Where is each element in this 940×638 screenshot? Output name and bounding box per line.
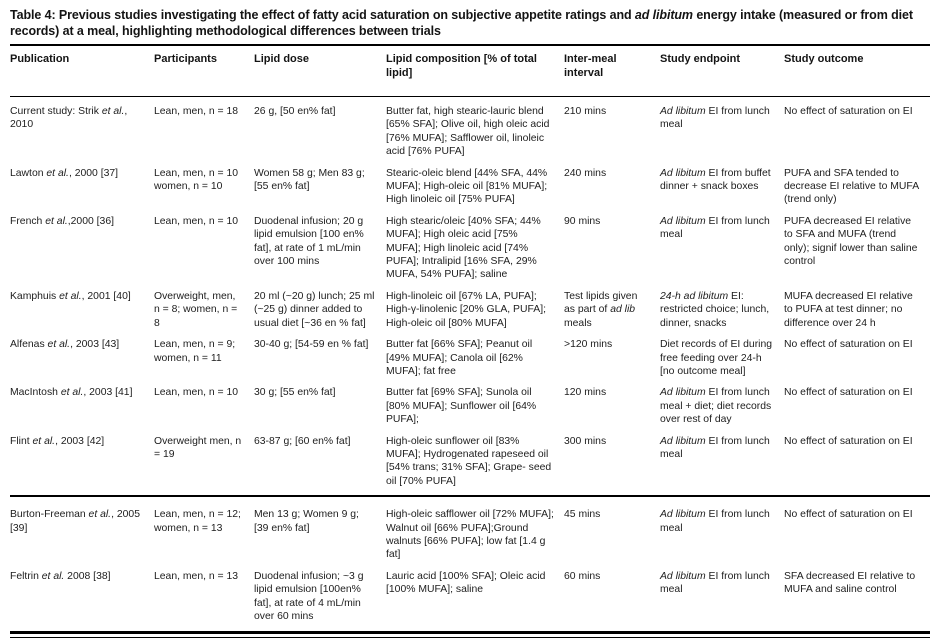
cell-study-endpoint: Ad libitum EI from lunch meal + diet; di… [660, 387, 772, 426]
cell-lipid-composition: Butter fat [69% SFA]; Sunola oil [80% MU… [386, 387, 537, 426]
cell-study-outcome: PUFA decreased EI relative to SFA and MU… [784, 215, 918, 268]
cell-publication: Current study: Strik et al., 2010 [10, 106, 128, 131]
cell-study-outcome: No effect of saturation on EI [784, 435, 913, 447]
cell-lipid-composition: Stearic-oleic blend [44% SFA, 44% MUFA];… [386, 167, 548, 206]
column-header: Study endpoint [660, 53, 741, 65]
cell-lipid-dose: Duodenal infusion; ~3 g lipid emulsion [… [254, 570, 364, 622]
cell-lipid-composition: High-linoleic oil [67% LA, PUFA]; High-γ… [386, 290, 546, 329]
cell-inter-meal-interval: Test lipids given as part of ad lib meal… [564, 290, 638, 329]
cell-study-outcome: No effect of saturation on EI [784, 509, 913, 521]
cell-lipid-composition: Butter fat, high stearic-lauric blend [6… [386, 106, 550, 158]
cell-participants: Overweight men, n = 19 [154, 435, 242, 460]
column-header: Inter-meal interval [564, 53, 617, 79]
table-row: Burton-Freeman et al., 2005 [39] Lean, me… [10, 496, 930, 562]
cell-publication: Burton-Freeman et al., 2005 [39] [10, 509, 140, 534]
cell-study-outcome: No effect of saturation on EI [784, 387, 913, 399]
cell-inter-meal-interval: 60 mins [564, 570, 601, 582]
cell-publication: MacIntosh et al., 2003 [41] [10, 387, 133, 399]
cell-participants: Lean, men, n = 10 [154, 387, 239, 399]
cell-lipid-composition: Butter fat [66% SFA]; Peanut oil [49% MU… [386, 339, 533, 377]
cell-lipid-dose: Women 58 g; Men 83 g; [55 en% fat] [254, 167, 365, 193]
table-row: MacIntosh et al., 2003 [41] Lean, men, n … [10, 378, 930, 426]
studies-table: Publication Participants Lipid dose Lipid c… [10, 44, 930, 635]
cell-inter-meal-interval: 45 mins [564, 509, 601, 521]
cell-publication: Flint et al., 2003 [42] [10, 435, 105, 447]
cell-participants: Lean, men, n = 12; women, n = 13 [154, 509, 241, 534]
cell-lipid-dose: 30 g; [55 en% fat] [254, 387, 336, 399]
cell-publication: Feltrin et al. 2008 [38] [10, 570, 111, 582]
table-row: Alfenas et al., 2003 [43] Lean, men, n = … [10, 330, 930, 378]
column-header: Participants [154, 53, 217, 65]
cell-inter-meal-interval: 210 mins [564, 106, 607, 117]
cell-participants: Lean, men, n = 10 [154, 215, 239, 227]
cell-lipid-dose: 30-40 g; [54-59 en % fat] [254, 339, 369, 351]
column-header: Lipid dose [254, 53, 309, 65]
table-row: Kamphuis et al., 2001 [40] Overweight, me… [10, 282, 930, 330]
cell-lipid-dose: 20 ml (~20 g) lunch; 25 ml (~25 g) dinne… [254, 290, 375, 329]
cell-lipid-dose: Duodenal infusion; 20 g lipid emulsion [… [254, 215, 364, 268]
cell-publication: Kamphuis et al., 2001 [40] [10, 290, 131, 302]
cell-study-endpoint: Ad libitum EI from lunch meal [660, 509, 770, 534]
cell-study-endpoint: Diet records of EI during free feeding o… [660, 339, 773, 377]
cell-study-endpoint: Ad libitum EI from lunch meal [660, 106, 770, 131]
cell-study-outcome: MUFA decreased EI relative to PUFA at te… [784, 290, 913, 329]
cell-study-outcome: No effect of saturation on EI [784, 339, 913, 351]
table-row: Flint et al., 2003 [42] Overweight men, n… [10, 427, 930, 497]
cell-inter-meal-interval: 300 mins [564, 435, 607, 447]
cell-study-endpoint: Ad libitum EI from buffet dinner + snack… [660, 167, 771, 193]
cell-participants: Lean, men, n = 13 [154, 570, 239, 582]
cell-participants: Lean, men, n = 18 [154, 106, 239, 117]
cell-publication: French et al.,2000 [36] [10, 215, 114, 227]
cell-lipid-dose: Men 13 g; Women 9 g; [39 en% fat] [254, 509, 359, 534]
cell-inter-meal-interval: 240 mins [564, 167, 607, 179]
table-row: Current study: Strik et al., 2010 Lean, m… [10, 97, 930, 159]
table-header-row: Publication Participants Lipid dose Lipid c… [10, 45, 930, 97]
cell-lipid-composition: High-oleic sunflower oil [83% MUFA]; Hyd… [386, 435, 552, 487]
cell-inter-meal-interval: 90 mins [564, 215, 601, 227]
column-header: Publication [10, 53, 70, 65]
table-row: Feltrin et al. 2008 [38] Lean, men, n = 1… [10, 562, 930, 633]
cell-lipid-dose: 26 g, [50 en% fat] [254, 106, 336, 117]
cell-lipid-composition: High stearic/oleic [40% SFA; 44% MUFA]; … [386, 215, 541, 281]
cell-lipid-composition: Lauric acid [100% SFA]; Oleic acid [100%… [386, 570, 546, 596]
table-container: Publication Participants Lipid dose Lipid c… [10, 44, 930, 638]
cell-publication: Lawton et al., 2000 [37] [10, 167, 119, 179]
table-row: Lawton et al., 2000 [37] Lean, men, n = 1… [10, 159, 930, 207]
cell-participants: Lean, men, n = 9; women, n = 11 [154, 339, 236, 364]
cell-study-endpoint: 24-h ad libitum EI: restricted choice; l… [660, 290, 770, 329]
cell-study-outcome: PUFA and SFA tended to decrease EI relat… [784, 167, 919, 206]
cell-publication: Alfenas et al., 2003 [43] [10, 339, 120, 351]
cell-participants: Overweight, men, n = 8; women, n = 8 [154, 290, 238, 329]
column-header: Study outcome [784, 53, 864, 65]
column-header: Lipid composition [% of total lipid] [386, 53, 537, 79]
table-title: Table 4: Previous studies investigating … [10, 8, 913, 38]
cell-participants: Lean, men, n = 10 women, n = 10 [154, 167, 239, 193]
cell-study-endpoint: Ad libitum EI from lunch meal [660, 435, 770, 460]
table-row: French et al.,2000 [36] Lean, men, n = 10… [10, 207, 930, 282]
cell-study-outcome: SFA decreased EI relative to MUFA and sa… [784, 570, 916, 596]
cell-inter-meal-interval: >120 mins [564, 339, 613, 351]
cell-study-endpoint: Ad libitum EI from lunch meal [660, 215, 770, 241]
cell-inter-meal-interval: 120 mins [564, 387, 607, 399]
cell-study-outcome: No effect of saturation on EI [784, 106, 913, 117]
cell-lipid-dose: 63-87 g; [60 en% fat] [254, 435, 351, 447]
cell-study-endpoint: Ad libitum EI from lunch meal [660, 570, 770, 596]
cell-lipid-composition: High-oleic safflower oil [72% MUFA]; Wal… [386, 509, 554, 561]
